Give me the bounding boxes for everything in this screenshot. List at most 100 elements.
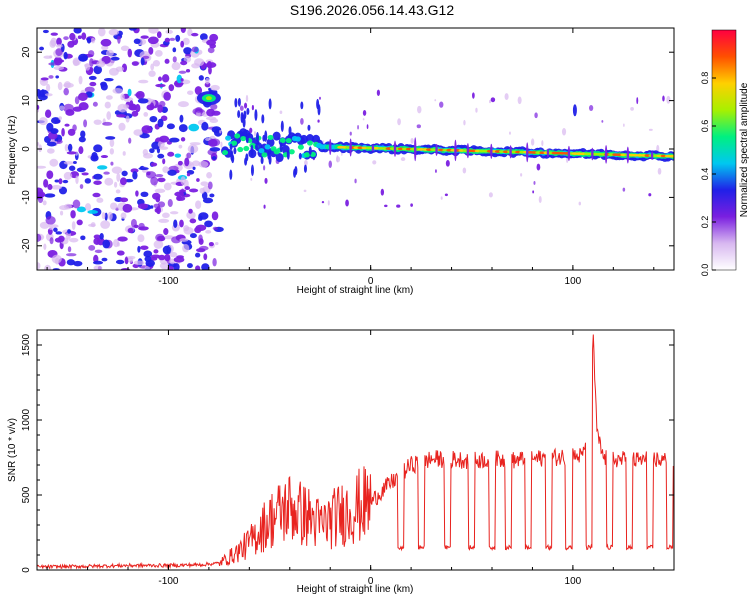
noise-speck: [192, 160, 201, 167]
noise-speck: [198, 161, 209, 168]
noise-speck: [138, 167, 149, 171]
noise-speck: [180, 60, 188, 66]
noise-speck: [77, 92, 88, 101]
noise-speck: [176, 74, 183, 84]
noise-speck: [656, 144, 660, 152]
noise-speck: [118, 122, 126, 131]
noise-speck: [188, 123, 200, 132]
noise-speck: [150, 176, 159, 186]
noise-speck: [43, 178, 49, 188]
noise-speck: [440, 196, 443, 200]
spectrogram-xlabel: Height of straight line (km): [297, 285, 414, 296]
noise-speck: [148, 28, 159, 34]
noise-speck: [62, 179, 69, 184]
carrier-body: [310, 151, 317, 158]
noise-speck: [357, 125, 359, 130]
noise-speck: [116, 250, 125, 256]
noise-speck: [133, 260, 145, 266]
colorbar-tick-label: 0.6: [700, 120, 710, 133]
noise-speck: [125, 178, 134, 183]
noise-speck: [162, 212, 170, 219]
carrier-streak: [509, 145, 512, 159]
noise-speck: [195, 252, 201, 258]
noise-speck: [152, 60, 161, 67]
noise-speck: [122, 151, 126, 156]
noise-speck: [194, 86, 203, 95]
noise-speck: [66, 259, 76, 266]
noise-speck: [490, 97, 496, 103]
carrier-streak: [526, 142, 529, 163]
noise-speck: [40, 77, 49, 81]
carrier-streak: [546, 148, 550, 158]
noise-speck: [63, 36, 69, 41]
noise-speck: [55, 231, 63, 235]
early-smear: [254, 109, 258, 121]
noise-speck: [66, 151, 77, 155]
noise-speck: [67, 40, 75, 48]
colorbar-tick-label: 0.4: [700, 168, 710, 181]
snr-plot-area: [37, 330, 674, 570]
noise-speck: [204, 220, 213, 228]
noise-speck: [80, 235, 86, 241]
carrier-body: [279, 137, 286, 144]
carrier-streak: [490, 143, 493, 159]
noise-speck: [44, 193, 56, 198]
noise-speck: [53, 65, 65, 71]
noise-speck: [100, 220, 111, 229]
carrier-body: [231, 140, 238, 146]
noise-speck: [113, 181, 118, 188]
noise-speck: [167, 169, 177, 176]
noise-speck: [92, 192, 101, 198]
noise-speck: [220, 141, 223, 148]
noise-speck: [167, 199, 173, 207]
noise-speck: [335, 156, 341, 163]
colorbar: 0.0 0.2 0.4 0.6 0.8 Normalized spectral ampl…: [700, 29, 750, 276]
noise-speck: [397, 118, 401, 126]
noise-speck: [210, 103, 218, 110]
noise-speck: [45, 83, 51, 92]
noise-speck: [76, 206, 87, 213]
noise-speck: [416, 124, 421, 129]
noise-speck: [108, 67, 119, 76]
noise-speck: [578, 201, 582, 206]
noise-speck: [153, 249, 159, 254]
noise-speck: [657, 167, 662, 175]
noise-speck: [100, 83, 108, 91]
noise-speck: [72, 59, 80, 67]
noise-speck: [109, 139, 115, 148]
early-smear: [233, 147, 237, 155]
noise-speck: [101, 45, 109, 51]
carrier-halo: [306, 134, 314, 144]
spectrogram-ylabel: Frequency (Hz): [7, 116, 18, 185]
noise-speck: [132, 171, 138, 180]
carrier-streak: [329, 138, 332, 156]
noise-speck: [157, 118, 164, 128]
noise-speck: [201, 263, 210, 270]
noise-speck: [173, 256, 185, 263]
carrier-body: [267, 134, 274, 141]
noise-speck: [100, 155, 109, 159]
noise-speck: [137, 245, 141, 253]
carrier-body: [243, 145, 250, 152]
noise-speck: [159, 135, 170, 143]
noise-speck: [72, 160, 77, 164]
noise-speck: [89, 81, 97, 87]
noise-speck: [211, 126, 222, 133]
noise-speck: [70, 210, 76, 219]
noise-speck: [63, 87, 69, 96]
noise-speck: [206, 172, 213, 179]
noise-speck: [55, 75, 59, 79]
noise-speck: [180, 137, 186, 142]
noise-speck: [120, 212, 127, 220]
noise-speck: [509, 131, 511, 135]
noise-speck: [43, 243, 47, 250]
noise-speck: [396, 204, 401, 208]
noise-speck: [200, 181, 209, 187]
figure-title: S196.2026.056.14.43.G12: [290, 2, 454, 18]
noise-speck: [162, 158, 166, 165]
noise-speck: [90, 37, 96, 44]
noise-speck: [191, 46, 199, 53]
early-smear: [237, 97, 241, 107]
